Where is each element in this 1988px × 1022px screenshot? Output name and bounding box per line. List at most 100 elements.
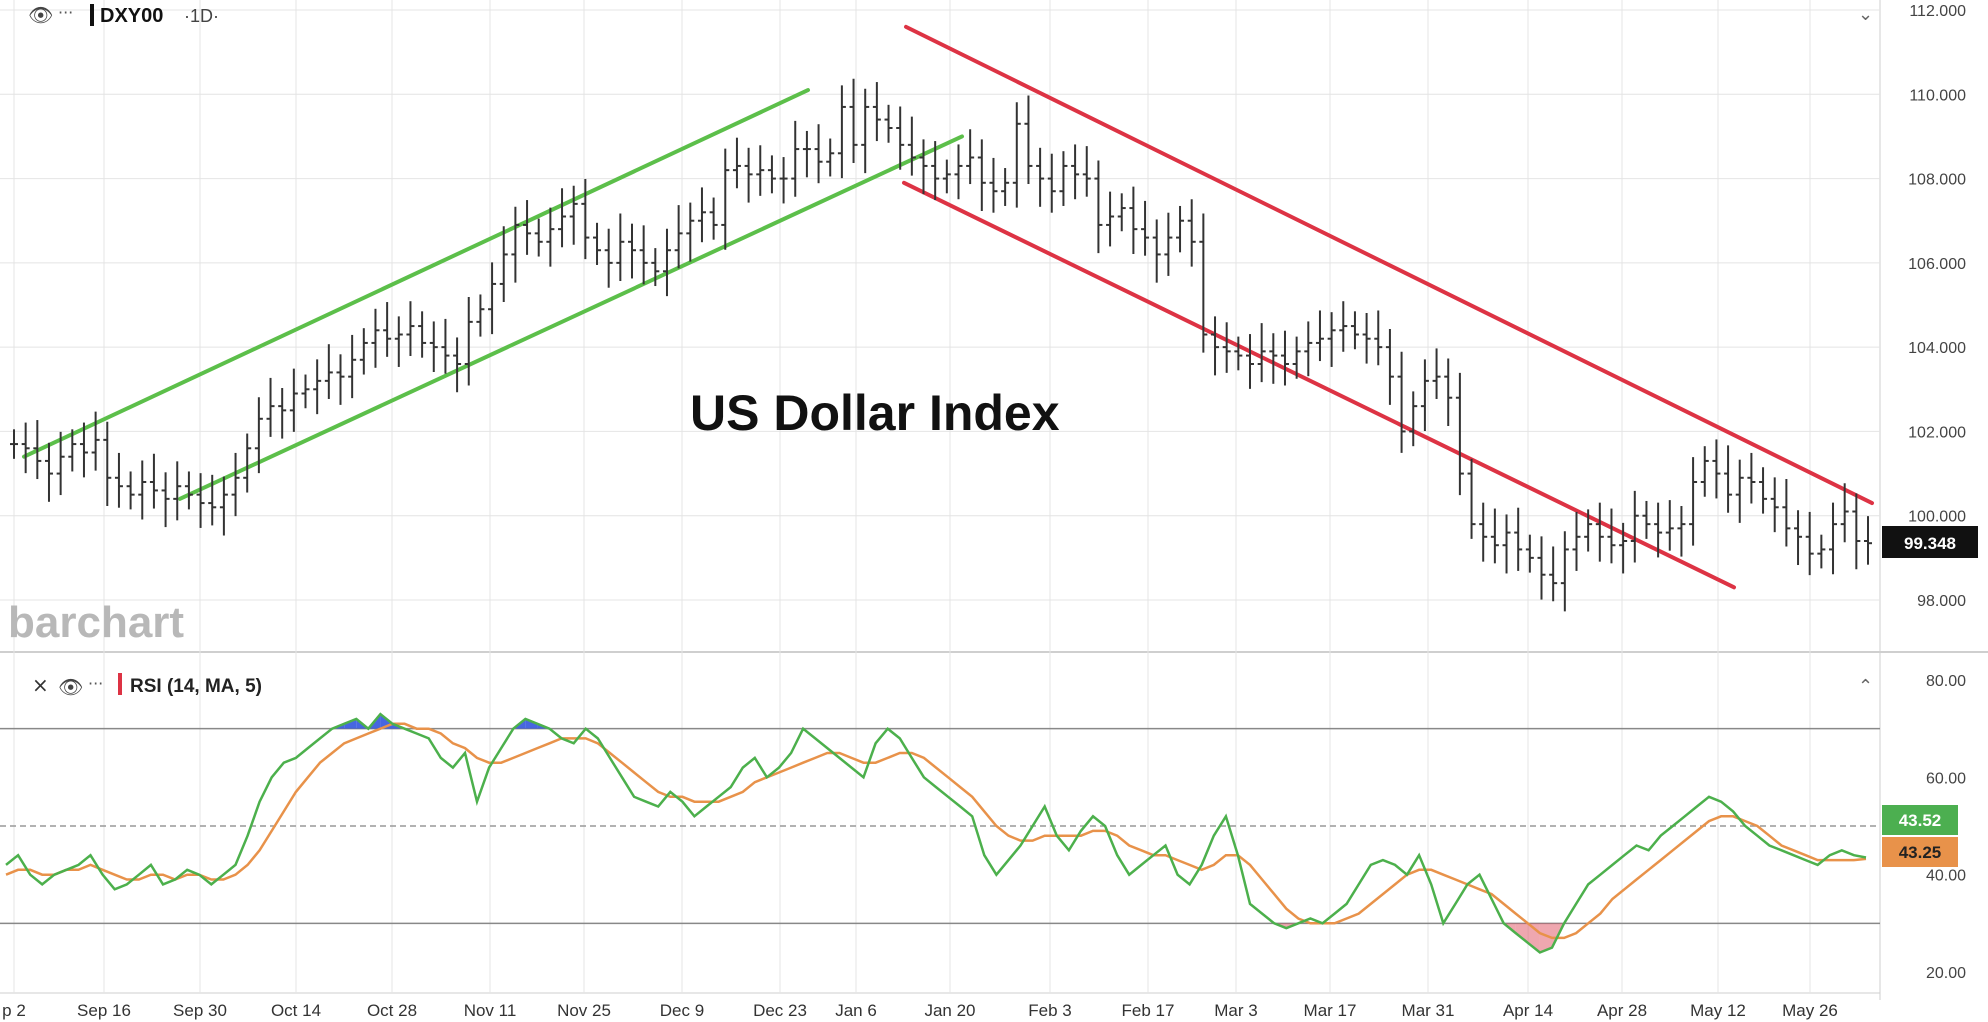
ohlc-bar: [791, 120, 800, 197]
ohlc-bar: [254, 397, 263, 474]
time-tick-label: May 12: [1690, 1001, 1746, 1020]
oversold-fill: [1539, 923, 1552, 953]
time-tick-label: Feb 17: [1122, 1001, 1175, 1020]
ohlc-bar: [68, 429, 77, 472]
ohlc-bar: [1572, 511, 1581, 571]
ohlc-bar: [1584, 509, 1593, 552]
ohlc-bar: [616, 213, 625, 281]
ohlc-bar: [383, 302, 392, 357]
ohlc-bar: [1805, 511, 1814, 576]
up-channel-upper-line[interactable]: [22, 88, 810, 459]
ohlc-bar: [289, 368, 298, 432]
ohlc-bar: [826, 138, 835, 177]
ohlc-bar: [1374, 310, 1383, 366]
rsi-current-value: 43.52: [1899, 811, 1942, 830]
ohlc-bar: [406, 301, 415, 356]
price-tick-label: 106.000: [1908, 256, 1966, 273]
ohlc-bar: [1269, 333, 1278, 384]
ohlc-bar: [359, 328, 368, 375]
ohlc-bar: [1444, 358, 1453, 426]
ohlc-bar: [1514, 507, 1523, 571]
ohlc-bar: [1619, 522, 1628, 574]
expand-chevron-icon[interactable]: ⌃: [1858, 676, 1873, 697]
ohlc-bar: [954, 144, 963, 200]
eye-icon[interactable]: 👁: [58, 675, 83, 699]
close-icon[interactable]: ×: [32, 673, 49, 697]
rsi-ma-line[interactable]: [5, 722, 1867, 940]
ohlc-bar: [662, 228, 671, 297]
ohlc-bar: [161, 472, 170, 528]
ohlc-bar: [56, 431, 65, 496]
ohlc-bar: [324, 344, 333, 399]
more-dots-icon[interactable]: ···: [58, 3, 73, 22]
ohlc-bar: [138, 460, 147, 520]
ohlc-bar: [1012, 102, 1021, 208]
ohlc-bar: [196, 473, 205, 528]
eye-icon[interactable]: 👁: [28, 3, 53, 27]
ohlc-bar: [1490, 508, 1499, 564]
ohlc-bar: [1712, 439, 1721, 499]
rsi-line[interactable]: [5, 712, 1867, 954]
ohlc-bars: [10, 78, 1872, 612]
price-tick-label: 110.000: [1909, 87, 1966, 104]
down-channel-upper-line[interactable]: [904, 24, 1874, 506]
interval-label[interactable]: ·1D·: [184, 6, 219, 26]
ohlc-bar: [732, 137, 741, 189]
rsi-label[interactable]: RSI (14, MA, 5): [130, 676, 262, 697]
up-channel-lower-line[interactable]: [178, 134, 964, 501]
ohlc-bar: [44, 442, 53, 502]
ohlc-bar: [966, 129, 975, 185]
down-channel-lower-line[interactable]: [902, 180, 1736, 590]
ohlc-bar: [1525, 534, 1534, 573]
ohlc-bar: [1327, 312, 1336, 367]
ohlc-bar: [1082, 146, 1091, 197]
time-tick-label: Dec 9: [660, 1001, 704, 1020]
ohlc-bar: [511, 206, 520, 283]
collapse-chevron-icon[interactable]: ⌄: [1858, 4, 1873, 25]
ohlc-bar: [1129, 186, 1138, 255]
ohlc-bar: [1689, 457, 1698, 546]
ohlc-bar: [103, 421, 112, 507]
ohlc-bar: [394, 316, 403, 367]
ohlc-bar: [243, 433, 252, 493]
ohlc-bar: [1071, 144, 1080, 200]
symbol-header: 👁 ··· DXY00 ·1D· ⌄: [28, 3, 1873, 27]
ohlc-bar: [907, 116, 916, 176]
ohlc-bar: [301, 374, 310, 409]
ohlc-bar: [1141, 200, 1150, 256]
ohlc-bar: [1292, 336, 1301, 379]
ohlc-bar: [1350, 311, 1359, 350]
ohlc-bar: [1047, 153, 1056, 213]
more-dots-icon[interactable]: ···: [88, 674, 103, 693]
ohlc-bar: [1595, 502, 1604, 562]
ohlc-bar: [1315, 310, 1324, 362]
ohlc-bar: [546, 207, 555, 267]
price-tick-label: 112.000: [1909, 3, 1966, 20]
ohlc-bar: [1770, 477, 1779, 533]
ohlc-bar: [977, 139, 986, 212]
ohlc-bar: [1665, 500, 1674, 551]
ohlc-bar: [861, 88, 870, 174]
ohlc-bar: [674, 205, 683, 269]
ohlc-bar: [872, 82, 881, 142]
ohlc-bar: [1024, 95, 1033, 185]
ohlc-bar: [1630, 490, 1639, 563]
time-tick-label: Sep 30: [173, 1001, 227, 1020]
ohlc-bar: [1246, 334, 1254, 389]
ohlc-bar: [1059, 151, 1068, 206]
ohlc-bar: [1106, 191, 1115, 247]
time-tick-label: Nov 25: [557, 1001, 611, 1020]
ohlc-bar: [1117, 193, 1126, 232]
ohlc-bar: [1502, 514, 1511, 574]
time-tick-label: May 26: [1782, 1001, 1838, 1020]
ohlc-bar: [1385, 329, 1394, 405]
ohlc-bar: [453, 337, 462, 393]
symbol-label[interactable]: DXY00: [100, 5, 163, 27]
ohlc-bar: [1211, 316, 1220, 376]
ohlc-bar: [1654, 502, 1663, 558]
ohlc-bar: [149, 453, 158, 509]
price-tick-label: 100.000: [1908, 509, 1966, 526]
ohlc-bar: [651, 248, 660, 287]
ohlc-bar: [1735, 459, 1744, 523]
ohlc-bar: [767, 155, 776, 194]
